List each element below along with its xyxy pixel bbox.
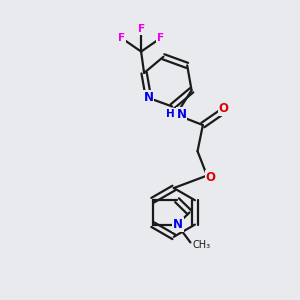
Text: O: O bbox=[206, 171, 216, 184]
Text: F: F bbox=[118, 33, 125, 43]
Text: CH₃: CH₃ bbox=[193, 240, 211, 250]
Text: N: N bbox=[143, 92, 154, 104]
Text: F: F bbox=[157, 33, 164, 43]
Text: H: H bbox=[167, 109, 175, 119]
Text: N: N bbox=[176, 108, 187, 121]
Text: N: N bbox=[172, 218, 183, 231]
Text: O: O bbox=[219, 102, 229, 115]
Text: F: F bbox=[138, 24, 145, 34]
